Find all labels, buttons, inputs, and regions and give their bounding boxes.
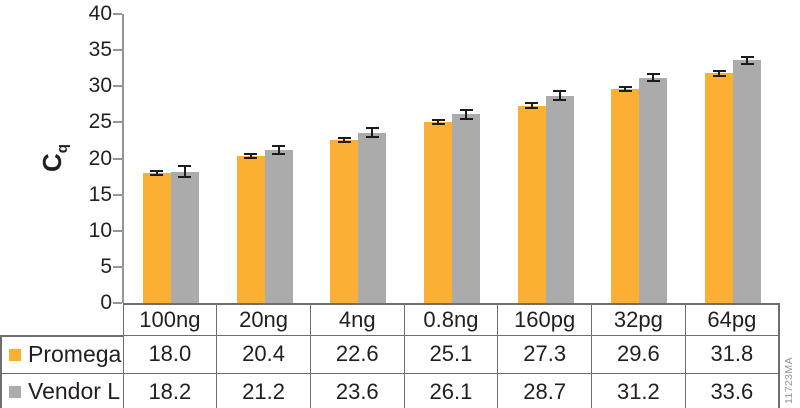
error-bar-line <box>718 71 721 75</box>
value-cell-promega-0-8ng: 25.1 <box>403 335 499 374</box>
y-axis-tick-label: 40 <box>88 2 112 25</box>
error-bar-vendor-l-4ng <box>365 126 379 139</box>
value-cell-promega-32pg: 29.6 <box>591 335 686 374</box>
bar-vendor-l-0-8ng <box>452 114 480 303</box>
bar-vendor-l-20ng <box>264 149 293 303</box>
table-header-row: 100ng 20ng 4ng 0.8ng 160pg 32pg 64pg <box>1 303 780 336</box>
category-label-20ng: 20ng <box>216 303 311 336</box>
y-axis-tick-label: 15 <box>88 182 112 206</box>
category-label-4ng: 4ng <box>309 303 405 336</box>
value-cell-promega-160pg: 27.3 <box>497 335 593 374</box>
bar-vendor-l-100ng <box>170 171 199 303</box>
error-bar-line <box>277 146 280 154</box>
bar-promega-20ng <box>236 155 265 303</box>
error-bar-line <box>746 57 749 63</box>
legend-cell-vendor-l: Vendor L <box>0 372 124 408</box>
legend-swatch-icon <box>9 386 21 398</box>
y-axis-title-base: C <box>36 153 67 172</box>
y-axis-tick <box>113 85 122 88</box>
error-bar-line <box>624 88 627 91</box>
y-axis-tick <box>113 229 122 232</box>
y-axis-tick-label: 0 <box>100 291 112 314</box>
data-table: 100ng 20ng 4ng 0.8ng 160pg 32pg 64pg Promega 18.… <box>0 303 780 408</box>
error-bar-line <box>155 172 158 174</box>
y-axis-tick-label: 25 <box>88 110 112 134</box>
error-bar-line <box>558 92 561 99</box>
error-bar-line <box>183 166 186 177</box>
error-bar-line <box>249 154 252 157</box>
plot-area: 0 5 10 15 20 25 30 35 40 <box>89 3 780 314</box>
error-bar-promega-0-8ng <box>431 118 445 125</box>
bar-promega-0-8ng <box>424 121 452 303</box>
value-cell-promega-4ng: 22.6 <box>309 335 405 374</box>
error-bar-promega-100ng <box>150 170 164 176</box>
error-bar-line <box>371 128 374 137</box>
y-axis-tick <box>113 13 122 15</box>
error-bar-line <box>530 104 533 108</box>
bar-promega-64pg <box>705 73 734 303</box>
y-axis-tick <box>113 157 122 160</box>
bar-promega-4ng <box>330 139 359 303</box>
error-bar-promega-32pg <box>618 86 632 93</box>
value-cell-vendor-l-160pg: 28.7 <box>497 372 593 408</box>
value-cell-promega-100ng: 18.0 <box>122 335 218 374</box>
error-bar-vendor-l-0-8ng <box>459 108 473 121</box>
table-corner-cell <box>1 304 123 336</box>
bar-promega-100ng <box>142 172 171 303</box>
error-bar-promega-160pg <box>525 102 539 110</box>
error-bar-promega-4ng <box>337 136 351 143</box>
error-bar-vendor-l-100ng <box>178 164 192 179</box>
y-axis-tick <box>113 49 122 52</box>
error-bar-line <box>343 138 346 141</box>
y-axis-title-subscript: q <box>54 144 72 154</box>
bar-vendor-l-64pg <box>733 60 762 303</box>
y-axis-tick-label: 35 <box>88 38 112 62</box>
figure-id-label: 11723MA <box>783 357 795 404</box>
series-name-label: Promega <box>28 341 122 367</box>
legend-cell-promega: Promega <box>0 334 124 374</box>
value-cell-vendor-l-20ng: 21.2 <box>216 372 311 408</box>
error-bar-line <box>652 75 655 81</box>
category-label-160pg: 160pg <box>497 303 593 336</box>
y-axis-tick <box>113 265 122 268</box>
category-label-0-8ng: 0.8ng <box>403 303 499 336</box>
value-cell-vendor-l-0-8ng: 26.1 <box>403 372 499 408</box>
value-cell-promega-64pg: 31.8 <box>684 335 780 374</box>
category-label-32pg: 32pg <box>591 303 686 336</box>
error-bar-vendor-l-160pg <box>553 90 567 101</box>
y-axis-tick-label: 10 <box>88 218 112 242</box>
category-label-100ng: 100ng <box>122 303 218 336</box>
error-bar-promega-64pg <box>712 69 726 77</box>
value-cell-vendor-l-100ng: 18.2 <box>122 372 218 408</box>
table-row-vendor-l: Vendor L 18.2 21.2 23.6 26.1 28.7 31.2 33.6 <box>0 372 780 408</box>
bar-promega-160pg <box>517 105 546 303</box>
series-name-label: Vendor L <box>28 378 121 404</box>
table-row-promega: Promega 18.0 20.4 22.6 25.1 27.3 29.6 31.8 <box>0 334 780 374</box>
error-bar-vendor-l-20ng <box>272 144 286 156</box>
y-axis-tick-label: 30 <box>88 74 112 98</box>
error-bar-line <box>465 110 467 119</box>
y-axis-tick <box>113 302 122 304</box>
y-axis-tick <box>113 193 122 196</box>
bar-vendor-l-4ng <box>358 132 387 303</box>
error-bar-vendor-l-64pg <box>740 55 754 65</box>
y-axis-tick-label: 5 <box>100 254 112 278</box>
bar-promega-32pg <box>611 89 640 303</box>
bar-vendor-l-32pg <box>639 77 668 303</box>
value-cell-vendor-l-32pg: 31.2 <box>591 372 686 408</box>
value-cell-vendor-l-64pg: 33.6 <box>684 372 780 408</box>
value-cell-vendor-l-4ng: 23.6 <box>309 372 405 408</box>
error-bar-line <box>437 120 439 123</box>
bar-vendor-l-160pg <box>545 95 574 303</box>
error-bar-vendor-l-32pg <box>646 73 660 83</box>
y-axis-tick-label: 20 <box>88 146 112 170</box>
legend-swatch-icon <box>9 349 21 361</box>
y-axis-tick <box>113 121 122 124</box>
category-label-64pg: 64pg <box>684 303 780 336</box>
error-bar-promega-20ng <box>244 152 258 159</box>
y-axis-title: Cq <box>37 144 71 172</box>
value-cell-promega-20ng: 20.4 <box>216 335 311 374</box>
